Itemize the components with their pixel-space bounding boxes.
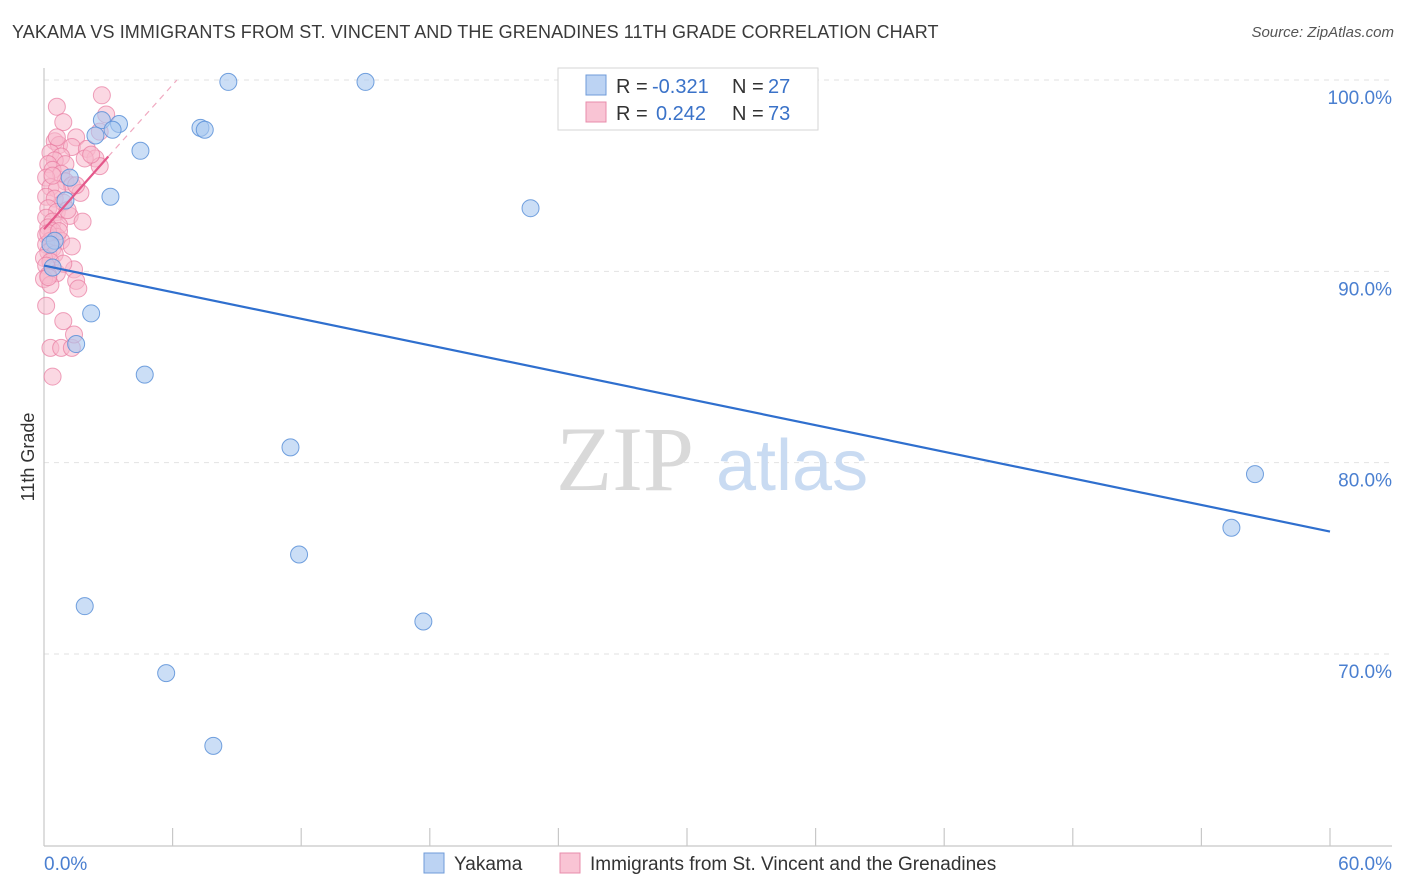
point-immigrants-69 xyxy=(43,166,62,185)
point-yakama-18 xyxy=(281,438,300,457)
y-tick-label-90: 90.0% xyxy=(1338,279,1392,300)
y-axis-title: 11th Grade xyxy=(18,413,38,502)
point-yakama-10 xyxy=(101,187,120,206)
legend-swatch-yakama xyxy=(585,74,607,96)
point-yakama-22 xyxy=(75,597,94,616)
point-immigrants-55 xyxy=(69,279,88,298)
point-yakama-12 xyxy=(56,191,75,210)
point-immigrants-56 xyxy=(37,296,56,315)
legend-r-label-2: R = xyxy=(616,103,648,125)
watermark-zip: ZIP xyxy=(556,408,694,510)
legend-r-value-yakama: -0.321 xyxy=(652,76,709,98)
y-tick-label-100: 100.0% xyxy=(1328,88,1393,109)
point-immigrants-1 xyxy=(47,97,66,116)
point-yakama-5 xyxy=(86,126,105,145)
point-immigrants-61 xyxy=(43,367,62,386)
point-immigrants-3 xyxy=(54,113,73,132)
x-tick-label-min: 0.0% xyxy=(44,854,87,875)
point-yakama-1 xyxy=(356,72,375,91)
y-tick-label-70: 70.0% xyxy=(1338,662,1392,683)
bottom-legend-swatch-yakama xyxy=(423,852,445,874)
chart-title: YAKAMA VS IMMIGRANTS FROM ST. VINCENT AN… xyxy=(12,22,939,42)
point-yakama-0 xyxy=(219,72,238,91)
point-immigrants-33 xyxy=(73,212,92,231)
point-yakama-7 xyxy=(195,120,214,139)
point-yakama-15 xyxy=(82,304,101,323)
trend-lines xyxy=(43,79,1331,533)
legend-swatch-immigrants xyxy=(585,101,607,123)
point-immigrants-64 xyxy=(82,145,101,164)
point-yakama-24 xyxy=(157,664,176,683)
series-yakama-points xyxy=(41,72,1264,755)
point-yakama-20 xyxy=(1222,518,1241,537)
bottom-legend-swatch-immigrants xyxy=(559,852,581,874)
point-yakama-25 xyxy=(204,736,223,755)
point-immigrants-42 xyxy=(62,237,81,256)
y-tick-labels: 100.0% 90.0% 80.0% 70.0% xyxy=(1328,88,1393,683)
source-label: Source: ZipAtlas.com xyxy=(1251,24,1394,41)
trend-line-immigrants xyxy=(43,155,110,230)
legend-r-value-immigrants: 0.242 xyxy=(656,103,706,125)
point-immigrants-65 xyxy=(47,128,66,147)
watermark: ZIP atlas xyxy=(556,408,868,510)
x-tick-label-max: 60.0% xyxy=(1338,854,1392,875)
legend-box: R = -0.321 N = 27 R = 0.242 N = 73 xyxy=(557,67,819,131)
point-yakama-26 xyxy=(41,235,60,254)
point-yakama-16 xyxy=(67,335,86,354)
gridlines xyxy=(44,79,1392,655)
point-yakama-19 xyxy=(1245,465,1264,484)
point-immigrants-57 xyxy=(54,312,73,331)
point-yakama-17 xyxy=(135,365,154,384)
point-yakama-21 xyxy=(290,545,309,564)
legend-r-label-1: R = xyxy=(616,76,648,98)
point-yakama-8 xyxy=(131,141,150,160)
legend-n-value-immigrants: 73 xyxy=(768,103,790,125)
point-immigrants-0 xyxy=(92,86,111,105)
y-tick-label-80: 80.0% xyxy=(1338,471,1392,492)
point-yakama-23 xyxy=(414,612,433,631)
point-yakama-4 xyxy=(103,120,122,139)
point-yakama-9 xyxy=(60,168,79,187)
legend-n-label-2: N = xyxy=(732,103,764,125)
x-axis-ticks xyxy=(172,828,1331,846)
legend-n-value-yakama: 27 xyxy=(768,76,790,98)
bottom-legend: Yakama Immigrants from St. Vincent and t… xyxy=(423,852,996,875)
point-yakama-11 xyxy=(521,199,540,218)
watermark-atlas: atlas xyxy=(716,426,868,506)
bottom-legend-label-immigrants: Immigrants from St. Vincent and the Gren… xyxy=(590,854,996,875)
legend-n-label-1: N = xyxy=(732,76,764,98)
trend-line-yakama xyxy=(43,264,1331,533)
bottom-legend-label-yakama: Yakama xyxy=(454,854,523,875)
